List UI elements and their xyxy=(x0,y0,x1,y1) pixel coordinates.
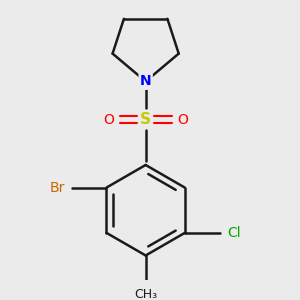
Text: S: S xyxy=(140,112,151,127)
Text: O: O xyxy=(104,113,115,127)
Text: Cl: Cl xyxy=(227,226,240,240)
Text: O: O xyxy=(177,113,188,127)
Text: Br: Br xyxy=(50,181,65,195)
Text: N: N xyxy=(140,74,152,88)
Text: CH₃: CH₃ xyxy=(134,288,157,300)
